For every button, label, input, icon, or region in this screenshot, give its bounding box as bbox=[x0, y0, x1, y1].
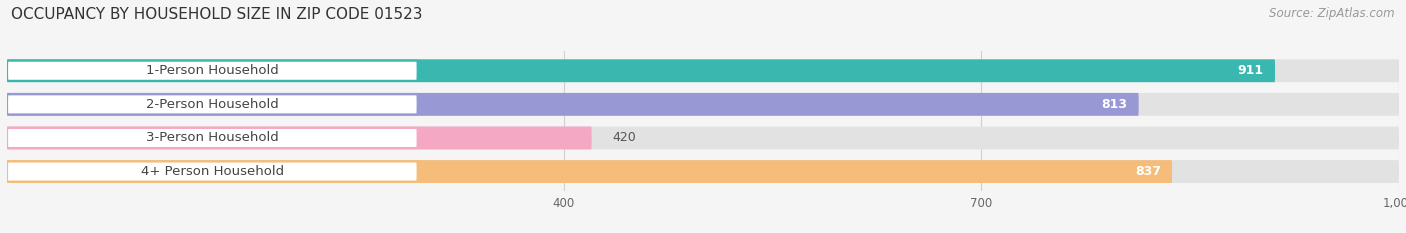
FancyBboxPatch shape bbox=[7, 127, 1399, 149]
Text: 813: 813 bbox=[1101, 98, 1128, 111]
FancyBboxPatch shape bbox=[7, 94, 418, 114]
Text: Source: ZipAtlas.com: Source: ZipAtlas.com bbox=[1270, 7, 1395, 20]
FancyBboxPatch shape bbox=[7, 61, 418, 81]
FancyBboxPatch shape bbox=[7, 160, 1173, 183]
FancyBboxPatch shape bbox=[7, 161, 418, 182]
Text: OCCUPANCY BY HOUSEHOLD SIZE IN ZIP CODE 01523: OCCUPANCY BY HOUSEHOLD SIZE IN ZIP CODE … bbox=[11, 7, 423, 22]
FancyBboxPatch shape bbox=[7, 127, 592, 149]
Text: 4+ Person Household: 4+ Person Household bbox=[141, 165, 284, 178]
FancyBboxPatch shape bbox=[7, 93, 1399, 116]
FancyBboxPatch shape bbox=[7, 59, 1399, 82]
Text: 3-Person Household: 3-Person Household bbox=[146, 131, 278, 144]
FancyBboxPatch shape bbox=[7, 160, 1399, 183]
FancyBboxPatch shape bbox=[7, 59, 1275, 82]
FancyBboxPatch shape bbox=[7, 93, 1139, 116]
Text: 1-Person Household: 1-Person Household bbox=[146, 64, 278, 77]
FancyBboxPatch shape bbox=[7, 128, 418, 148]
Text: 911: 911 bbox=[1237, 64, 1264, 77]
Text: 2-Person Household: 2-Person Household bbox=[146, 98, 278, 111]
Text: 420: 420 bbox=[613, 131, 637, 144]
Text: 837: 837 bbox=[1135, 165, 1161, 178]
